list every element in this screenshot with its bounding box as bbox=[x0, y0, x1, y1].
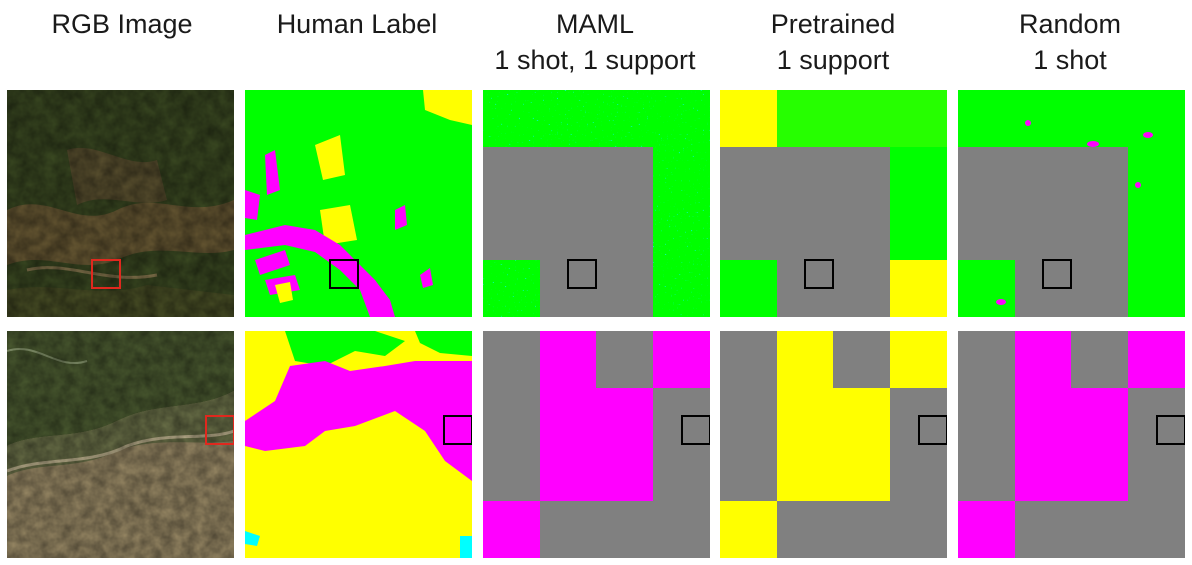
row1-pretrained-map bbox=[720, 90, 947, 317]
header-line1: Human Label bbox=[276, 9, 438, 39]
highlight-box bbox=[681, 415, 710, 445]
column-header-pretrained: Pretrained 1 support bbox=[714, 6, 952, 78]
row2-rgb-image bbox=[7, 331, 234, 558]
header-line1: RGB Image bbox=[51, 9, 193, 39]
column-header-human-label: Human Label bbox=[238, 6, 476, 42]
header-line1: Random bbox=[1018, 9, 1122, 39]
row2-human-label-map bbox=[245, 331, 472, 558]
row2-random-map bbox=[958, 331, 1185, 558]
row1-maml-map bbox=[483, 90, 710, 317]
header-line2: 1 shot, 1 support bbox=[494, 45, 696, 75]
column-header-rgb: RGB Image bbox=[3, 6, 241, 42]
highlight-box bbox=[91, 259, 121, 289]
column-header-random: Random 1 shot bbox=[951, 6, 1189, 78]
highlight-box bbox=[329, 259, 359, 289]
highlight-box bbox=[205, 415, 234, 445]
header-line1: Pretrained bbox=[770, 9, 896, 39]
highlight-box bbox=[443, 415, 472, 445]
header-line2: 1 support bbox=[776, 45, 890, 75]
highlight-box bbox=[918, 415, 947, 445]
highlight-box bbox=[1156, 415, 1185, 445]
highlight-box bbox=[1042, 259, 1072, 289]
header-line1: MAML bbox=[555, 9, 634, 39]
column-header-maml: MAML 1 shot, 1 support bbox=[476, 6, 714, 78]
highlight-box bbox=[567, 259, 597, 289]
row1-rgb-image bbox=[7, 90, 234, 317]
row1-human-label-map bbox=[245, 90, 472, 317]
row2-maml-map bbox=[483, 331, 710, 558]
header-line2: 1 shot bbox=[1033, 45, 1107, 75]
row1-random-map bbox=[958, 90, 1185, 317]
row2-pretrained-map bbox=[720, 331, 947, 558]
highlight-box bbox=[804, 259, 834, 289]
